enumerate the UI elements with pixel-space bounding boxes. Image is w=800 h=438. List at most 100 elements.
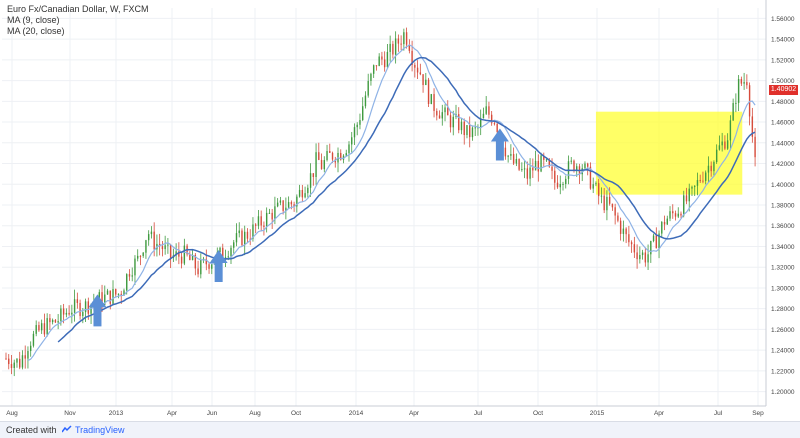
candle-up	[403, 32, 405, 45]
candle-up	[471, 127, 474, 138]
candle-up	[51, 319, 54, 323]
price-chart[interactable]: 1.56000 1.54000 1.52000 1.50000 1.48000 1.460…	[0, 0, 800, 421]
candle-up	[32, 333, 35, 346]
arrows	[88, 128, 509, 327]
tradingview-brand-link[interactable]: TradingView	[75, 425, 125, 435]
candle-down	[636, 252, 638, 260]
candle-down	[469, 125, 471, 138]
candle-up	[372, 65, 375, 74]
candle-up	[233, 242, 235, 248]
candle-up	[721, 141, 723, 146]
candle-up	[430, 94, 433, 104]
candle-down	[375, 65, 378, 67]
candle-up	[650, 241, 652, 255]
candle-down	[556, 182, 559, 188]
candle-down	[724, 141, 726, 149]
candle-up	[661, 221, 663, 234]
candle-down	[76, 299, 79, 303]
candle-down	[573, 160, 575, 171]
candle-up	[57, 321, 59, 323]
axes: 1.56000 1.54000 1.52000 1.50000 1.48000 1.460…	[0, 0, 800, 421]
candle-up	[117, 293, 120, 295]
candle-down	[38, 325, 40, 331]
candle-down	[663, 221, 666, 225]
candle-up	[666, 218, 668, 225]
up-arrow-icon	[209, 249, 228, 282]
candle-up	[191, 254, 194, 261]
x-tick-label: Aug	[6, 410, 18, 417]
candle-up	[235, 233, 238, 243]
candle-down	[62, 308, 65, 315]
candle-up	[534, 160, 537, 171]
y-tick-label: 1.22000	[771, 368, 795, 375]
candle-up	[359, 119, 361, 125]
candle-down	[699, 180, 701, 182]
candle-up	[326, 151, 328, 161]
candle-up	[136, 255, 139, 259]
price-scale[interactable]	[766, 0, 800, 421]
candle-up	[175, 251, 177, 256]
candle-down	[5, 358, 7, 360]
candle-up	[425, 79, 427, 86]
candle-down	[597, 183, 600, 197]
up-arrow-icon	[88, 294, 107, 327]
candle-up	[323, 160, 326, 170]
candle-up	[126, 274, 128, 291]
candle-up	[46, 318, 48, 335]
candle-up	[106, 290, 109, 295]
candle-down	[318, 152, 320, 160]
candle-up	[364, 95, 367, 107]
candle-up	[707, 165, 710, 173]
ma-9-line	[27, 44, 756, 362]
candle-down	[241, 230, 243, 246]
candle-down	[397, 38, 400, 44]
candle-down	[312, 173, 315, 177]
candle-up	[348, 144, 350, 154]
candle-up	[285, 207, 287, 211]
candle-up	[658, 233, 660, 249]
candle-down	[263, 225, 265, 227]
candle-up	[540, 155, 542, 172]
ma-20-line	[57, 56, 756, 343]
y-tick-label: 1.38000	[771, 203, 795, 210]
candle-up	[257, 216, 260, 226]
candle-down	[740, 79, 743, 84]
candle-up	[104, 294, 106, 305]
candle-down	[532, 167, 534, 171]
candle-down	[644, 252, 647, 263]
footer: Created with TradingView	[0, 421, 800, 438]
candle-down	[548, 159, 551, 167]
candle-up	[595, 183, 597, 185]
y-tick-label: 1.40000	[771, 182, 795, 189]
candle-up	[27, 351, 29, 359]
candle-up	[351, 137, 353, 145]
candle-up	[304, 193, 306, 198]
candle-up	[592, 184, 594, 189]
candle-down	[381, 56, 383, 60]
candle-down	[340, 152, 342, 160]
candle-up	[356, 124, 358, 128]
candle-up	[474, 127, 476, 129]
candle-down	[161, 246, 164, 250]
candle-up	[718, 145, 721, 150]
candle-up	[82, 312, 84, 317]
candle-up	[73, 299, 76, 313]
candle-up	[735, 102, 737, 104]
candle-down	[79, 302, 81, 317]
candle-down	[414, 64, 416, 68]
candle-down	[554, 170, 556, 183]
candle-up	[268, 212, 271, 214]
candle-up	[460, 121, 463, 131]
candle-up	[683, 195, 685, 216]
candle-down	[746, 82, 748, 86]
candle-down	[10, 364, 13, 368]
candle-down	[180, 256, 183, 264]
candle-down	[301, 189, 304, 198]
candle-down	[496, 123, 498, 132]
candle-down	[447, 107, 449, 116]
candle-up	[641, 252, 644, 256]
y-tick-label: 1.54000	[771, 37, 795, 44]
candle-down	[619, 220, 622, 234]
candle-up	[570, 160, 572, 162]
candle-up	[345, 153, 347, 156]
